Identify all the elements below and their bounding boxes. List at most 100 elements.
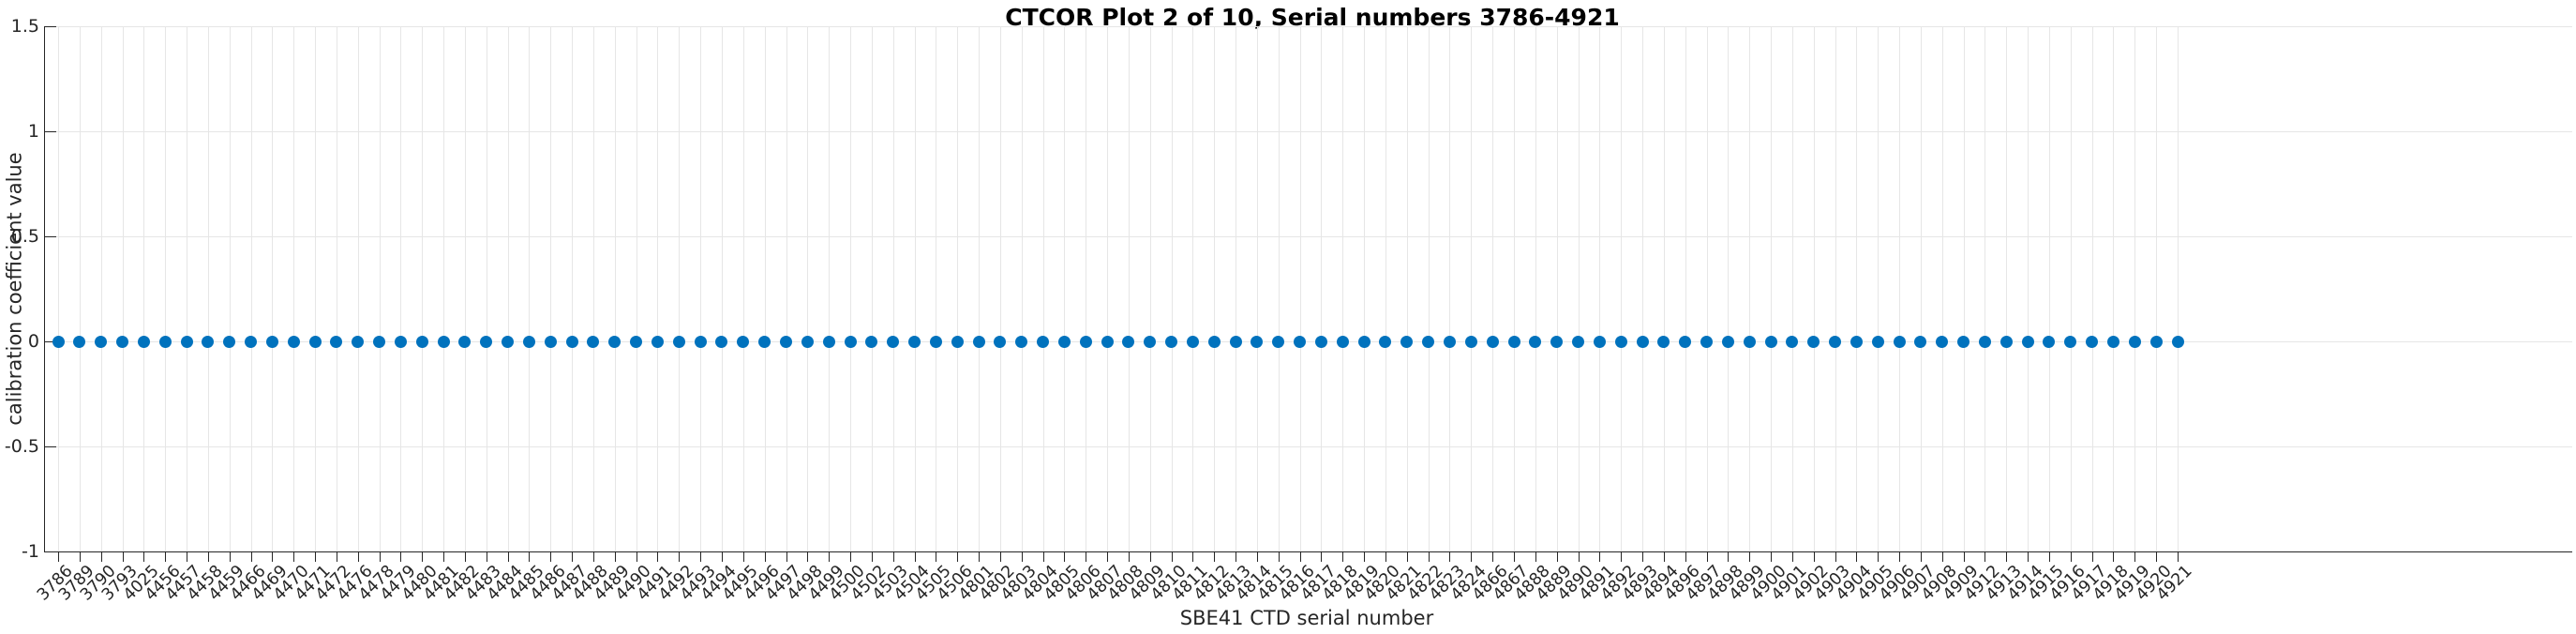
x-tick [807,552,809,562]
data-point [1593,335,1606,348]
vertical-gridline [229,26,231,551]
data-point [1251,335,1264,348]
data-point [715,335,728,348]
vertical-gridline [1941,26,1943,551]
y-tick-label: 1.5 [10,16,39,37]
data-point [1529,335,1542,348]
vertical-gridline [1278,26,1280,551]
y-tick-label: 0 [27,331,39,352]
data-point [330,335,343,348]
data-point [437,335,450,348]
horizontal-gridline [44,131,2572,132]
x-tick [100,552,102,562]
data-point [1294,335,1307,348]
x-tick [721,552,723,562]
data-point [502,335,515,348]
vertical-gridline [679,26,681,551]
vertical-gridline [143,26,145,551]
x-tick [2134,552,2136,562]
x-tick [1728,552,1730,562]
vertical-gridline [1064,26,1066,551]
y-tick-label: 0.5 [10,226,39,247]
vertical-gridline [592,26,594,551]
data-point [2043,335,2056,348]
data-point [1572,335,1585,348]
y-axis-label: calibration coefficient value [4,152,27,426]
vertical-gridline [1256,26,1258,551]
data-point [737,335,750,348]
vertical-gridline [1771,26,1773,551]
x-tick [979,552,981,562]
vertical-gridline [1728,26,1730,551]
vertical-gridline [100,26,102,551]
data-point [1914,335,1927,348]
data-point [994,335,1007,348]
x-tick [357,552,359,562]
data-point [2149,335,2163,348]
x-axis-label: SBE41 CTD serial number [1179,607,1434,629]
vertical-gridline [807,26,809,551]
data-point [1850,335,1863,348]
x-tick [1963,552,1965,562]
x-tick [1878,552,1880,562]
x-tick [1406,552,1408,562]
data-point [1165,335,1178,348]
x-tick [764,552,766,562]
x-tick [1342,552,1344,562]
x-tick [999,552,1001,562]
vertical-gridline [2048,26,2050,551]
data-point [1144,335,1157,348]
x-tick [293,552,295,562]
vertical-gridline [1342,26,1344,551]
data-point [202,335,215,348]
data-point [458,335,472,348]
data-point [1657,335,1670,348]
x-tick [1299,552,1301,562]
vertical-gridline [1428,26,1430,551]
vertical-gridline [1321,26,1323,551]
data-point [394,335,407,348]
vertical-gridline [1706,26,1708,551]
vertical-gridline [529,26,531,551]
vertical-gridline [1621,26,1623,551]
vertical-gridline [58,26,59,551]
x-tick [1214,552,1216,562]
x-tick [1149,552,1151,562]
vertical-gridline [2134,26,2136,551]
data-point [651,335,664,348]
y-tick [45,235,56,237]
data-point [887,335,900,348]
vertical-gridline [207,26,209,551]
data-point [245,335,258,348]
vertical-gridline [443,26,445,551]
vertical-gridline [1107,26,1109,551]
vertical-gridline [379,26,381,551]
data-point [630,335,643,348]
x-tick [400,552,402,562]
vertical-gridline [1791,26,1793,551]
data-point [908,335,921,348]
data-point [865,335,878,348]
vertical-gridline [293,26,295,551]
vertical-gridline [1214,26,1216,551]
x-tick [592,552,594,562]
x-axis-line [44,551,2572,552]
vertical-gridline [1299,26,1301,551]
vertical-gridline [1406,26,1408,551]
vertical-gridline [422,26,424,551]
x-tick [315,552,317,562]
y-tick [45,25,56,27]
data-point [565,335,578,348]
x-tick [1599,552,1601,562]
data-point [780,335,792,348]
x-tick [850,552,852,562]
vertical-gridline [400,26,402,551]
data-point [972,335,985,348]
x-tick [1899,552,1901,562]
vertical-gridline [1984,26,1986,551]
vertical-gridline [1471,26,1473,551]
vertical-gridline [1192,26,1194,551]
data-point [116,335,128,348]
y-tick-label: -0.5 [4,436,39,457]
